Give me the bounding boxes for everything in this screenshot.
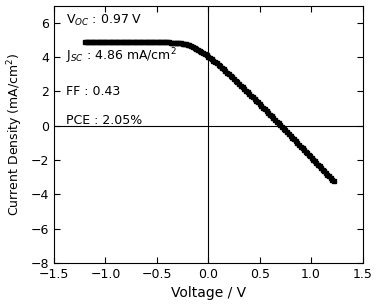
Text: J$_{SC}$ : 4.86 mA/cm$^2$: J$_{SC}$ : 4.86 mA/cm$^2$ — [67, 47, 177, 66]
Text: PCE : 2.05%: PCE : 2.05% — [67, 114, 143, 127]
Y-axis label: Current Density (mA/cm$^2$): Current Density (mA/cm$^2$) — [6, 52, 25, 216]
Text: FF : 0.43: FF : 0.43 — [67, 85, 121, 98]
Text: V$_{OC}$ : 0.97 V: V$_{OC}$ : 0.97 V — [67, 13, 143, 28]
X-axis label: Voltage / V: Voltage / V — [171, 286, 246, 300]
